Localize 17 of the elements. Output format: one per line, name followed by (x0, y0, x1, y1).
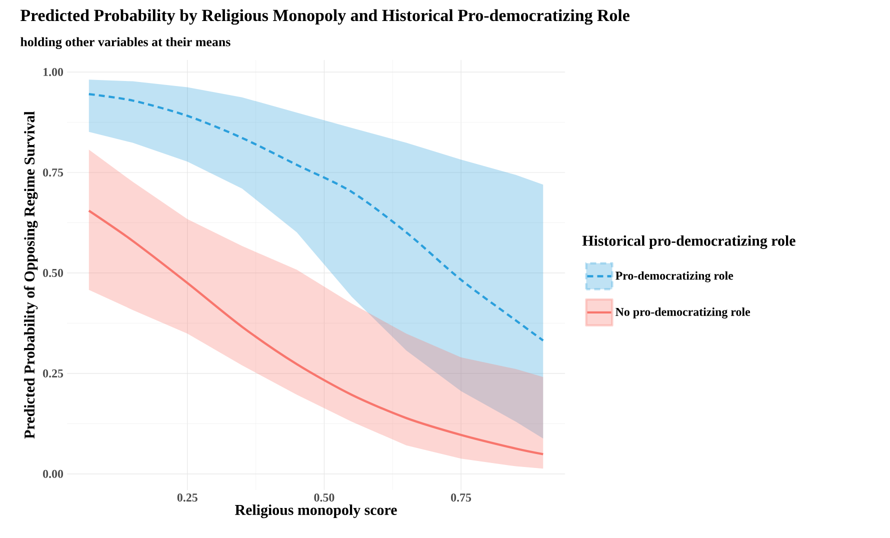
legend-title: Historical pro-democratizing role (582, 235, 796, 249)
x-tick-label: 0.25 (177, 494, 198, 502)
y-tick-label: 1.00 (44, 68, 64, 76)
legend-label: Pro-democratizing role (616, 271, 734, 282)
line-series (88, 210, 544, 456)
y-axis-title: Predicted Probability of Opposing Regime Survival (24, 111, 38, 439)
chart-subtitle: holding other variables at their means (20, 37, 230, 50)
legend-label: No pro-democratizing role (616, 308, 750, 318)
x-tick-label: 0.75 (451, 494, 472, 502)
y-tick-label: 0.75 (43, 168, 64, 177)
y-tick-label: 0.00 (43, 470, 64, 478)
chart-title: Predicted Probability by Religious Monopoly and Historical Pro-democratizing Role (20, 9, 630, 25)
x-tick-label: 0.50 (314, 494, 334, 502)
x-axis-title: Religious monopoly score (235, 504, 397, 518)
y-tick-label: 0.50 (43, 268, 64, 278)
y-tick-label: 0.25 (43, 369, 64, 378)
line-series (88, 93, 544, 342)
